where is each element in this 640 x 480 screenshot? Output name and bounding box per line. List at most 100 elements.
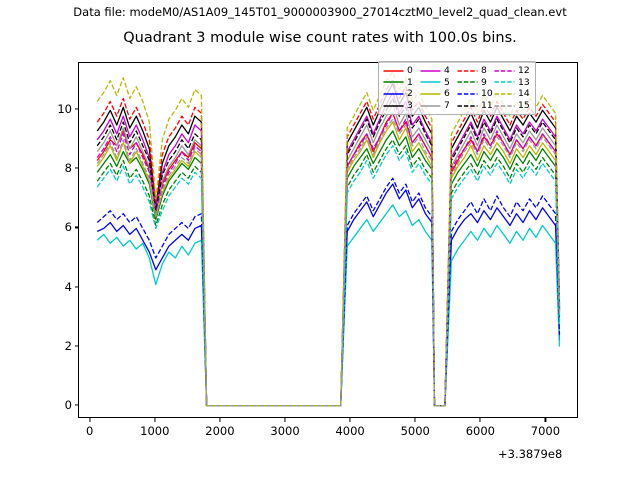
x-tick-mark [349,418,351,422]
legend-entry-13[interactable]: 13 [494,77,531,89]
legend-entry-8[interactable]: 8 [457,65,494,77]
legend-label-2: 2 [407,88,413,100]
series-line-5 [96,204,561,407]
legend-entry-1[interactable]: 1 [383,77,420,89]
legend-swatch-10 [457,90,478,98]
y-tick-mark [74,108,78,110]
legend-entry-0[interactable]: 0 [383,65,420,77]
y-tick-label: 0 [64,397,72,412]
series-line-6 [96,121,561,407]
legend-label-1: 1 [407,76,413,88]
legend-label-6: 6 [444,88,450,100]
y-tick-label: 4 [64,279,72,294]
series-line-12 [96,112,561,407]
x-tick-label: 5000 [400,424,430,438]
legend-swatch-1 [383,78,404,86]
series-line-2 [96,183,561,407]
legend-column: 12 13 14 15 [494,65,531,111]
legend-swatch-3 [383,102,404,110]
x-tick-label: 4000 [335,424,365,438]
plot-title: Quadrant 3 module wise count rates with … [123,30,517,46]
series-line-7 [96,103,561,407]
x-tick-mark [414,418,416,422]
x-tick-label: 0 [86,424,94,438]
legend-entry-3[interactable]: 3 [383,100,420,112]
legend-entry-2[interactable]: 2 [383,88,420,100]
legend-swatch-15 [494,102,515,110]
series-line-1 [96,130,561,407]
legend-label-10: 10 [481,88,493,100]
legend-swatch-6 [420,90,441,98]
legend-swatch-8 [457,67,478,75]
legend-label-5: 5 [444,76,450,88]
y-tick-mark [74,345,78,347]
series-line-9 [96,139,561,407]
legend-label-11: 11 [481,100,493,112]
data-file-suptitle: Data file: modeM0/AS1A09_145T01_90000039… [73,5,567,19]
y-tick-mark [74,404,78,406]
series-line-10 [96,177,561,407]
legend-entry-7[interactable]: 7 [420,100,457,112]
legend-entry-14[interactable]: 14 [494,88,531,100]
y-tick-label: 6 [64,220,72,235]
x-tick-mark [89,418,91,422]
y-tick-mark [74,285,78,288]
legend-grid: 0 1 2 3 4 5 6 7 8 9 10 11 12 13 14 15 [383,65,531,111]
legend-swatch-13 [494,78,515,86]
legend-label-4: 4 [444,65,450,77]
legend-entry-4[interactable]: 4 [420,65,457,77]
series-line-13 [96,145,561,407]
x-axis-offset-label: +3.3879e8 [498,447,563,461]
legend-label-9: 9 [481,76,487,88]
legend-swatch-12 [494,67,515,75]
legend-swatch-0 [383,67,404,75]
y-tick-mark [74,226,78,228]
legend-label-0: 0 [407,65,413,77]
legend-column: 8 9 10 11 [457,65,494,111]
series-line-0 [96,112,561,407]
legend-entry-12[interactable]: 12 [494,65,531,77]
legend-swatch-5 [420,78,441,86]
x-tick-label: 2000 [205,424,235,438]
legend-label-13: 13 [518,76,530,88]
legend-label-14: 14 [518,88,530,100]
x-tick-mark [219,418,221,422]
legend-label-7: 7 [444,100,450,112]
y-tick-label: 10 [57,102,72,117]
legend-entry-5[interactable]: 5 [420,77,457,89]
legend-swatch-7 [420,102,441,110]
legend-label-3: 3 [407,100,413,112]
x-tick-label: 7000 [530,424,561,438]
legend-swatch-11 [457,102,478,110]
legend-swatch-14 [494,90,515,98]
x-tick-label: 6000 [465,424,495,438]
x-tick-mark [544,418,546,422]
legend-label-8: 8 [481,65,487,77]
x-tick-mark [479,418,481,422]
legend-label-12: 12 [518,65,530,77]
legend-label-15: 15 [518,100,530,112]
x-tick-mark [154,418,156,422]
y-tick-label: 2 [64,338,72,353]
series-line-15 [96,118,561,407]
y-tick-label: 8 [64,161,72,176]
series-line-11 [96,97,561,407]
x-tick-label: 3000 [270,424,300,438]
legend-entry-11[interactable]: 11 [457,100,494,112]
plot-axes [78,62,578,418]
x-tick-label: 1000 [140,424,170,438]
series-lines [96,71,561,407]
series-legend[interactable]: 0 1 2 3 4 5 6 7 8 9 10 11 12 13 14 15 [378,61,536,116]
y-tick-mark [74,167,78,169]
legend-swatch-9 [457,78,478,86]
legend-entry-10[interactable]: 10 [457,88,494,100]
legend-entry-9[interactable]: 9 [457,77,494,89]
legend-swatch-2 [383,90,404,98]
legend-entry-6[interactable]: 6 [420,88,457,100]
legend-swatch-4 [420,67,441,75]
legend-entry-15[interactable]: 15 [494,100,531,112]
x-tick-mark [284,418,286,422]
